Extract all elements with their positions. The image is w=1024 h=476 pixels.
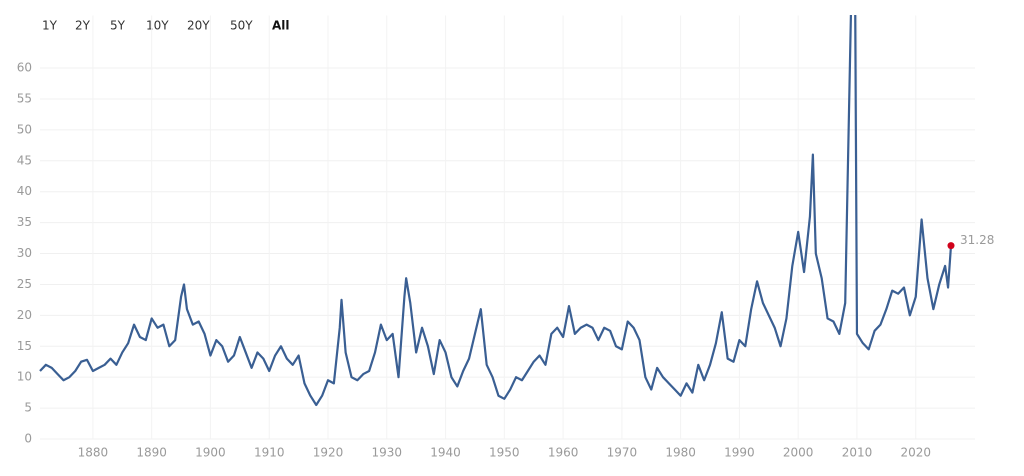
x-tick-label: 1990 bbox=[724, 446, 755, 460]
y-tick-label: 35 bbox=[17, 215, 32, 229]
y-tick-label: 5 bbox=[24, 401, 32, 415]
x-tick-label: 1900 bbox=[195, 446, 226, 460]
x-tick-label: 1910 bbox=[254, 446, 285, 460]
x-tick-label: 1880 bbox=[78, 446, 109, 460]
x-tick-label: 2000 bbox=[783, 446, 814, 460]
y-tick-label: 0 bbox=[24, 432, 32, 446]
plot-area bbox=[39, 15, 953, 407]
range-button[interactable]: 20Y bbox=[187, 19, 210, 33]
range-button[interactable]: 1Y bbox=[42, 19, 58, 33]
x-tick-label: 2020 bbox=[900, 446, 931, 460]
y-tick-label: 50 bbox=[17, 122, 32, 136]
y-tick-label: 15 bbox=[17, 339, 32, 353]
range-button[interactable]: 50Y bbox=[230, 19, 253, 33]
range-button[interactable]: 2Y bbox=[75, 19, 91, 33]
y-tick-label: 55 bbox=[17, 91, 32, 105]
y-tick-label: 20 bbox=[17, 308, 32, 322]
x-tick-label: 1890 bbox=[136, 446, 167, 460]
x-tick-label: 1950 bbox=[489, 446, 520, 460]
x-tick-label: 1960 bbox=[548, 446, 579, 460]
y-tick-label: 30 bbox=[17, 246, 32, 260]
y-tick-label: 60 bbox=[17, 61, 32, 75]
x-tick-label: 1930 bbox=[371, 446, 402, 460]
y-tick-label: 10 bbox=[17, 370, 32, 384]
range-button[interactable]: 10Y bbox=[146, 19, 169, 33]
y-tick-label: 25 bbox=[17, 277, 32, 291]
range-button[interactable]: All bbox=[272, 19, 290, 33]
x-tick-label: 1980 bbox=[665, 446, 696, 460]
range-button[interactable]: 5Y bbox=[110, 19, 126, 33]
line-series bbox=[39, 15, 953, 407]
last-value-label: 31.28 bbox=[960, 233, 994, 247]
x-tick-label: 2010 bbox=[842, 446, 873, 460]
last-point bbox=[947, 242, 955, 250]
x-tick-label: 1920 bbox=[313, 446, 344, 460]
y-tick-label: 45 bbox=[17, 153, 32, 167]
x-tick-label: 1940 bbox=[430, 446, 461, 460]
y-tick-label: 40 bbox=[17, 184, 32, 198]
x-tick-label: 1970 bbox=[607, 446, 638, 460]
